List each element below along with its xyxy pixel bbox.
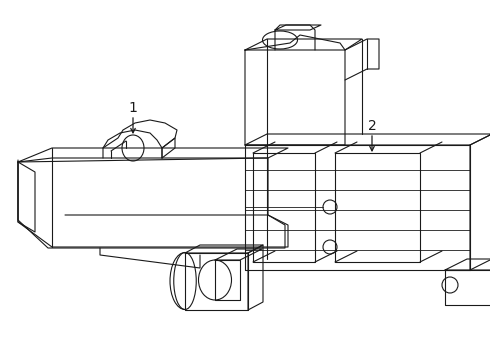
Text: 2: 2 (368, 119, 376, 133)
Text: 1: 1 (128, 101, 137, 115)
